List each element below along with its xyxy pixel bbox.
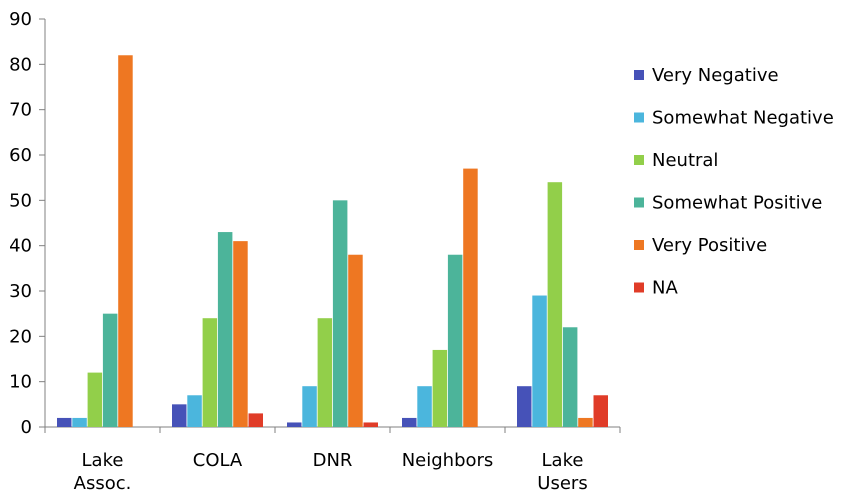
x-tick-label: Lake — [82, 450, 124, 471]
bar — [118, 55, 133, 428]
bar — [578, 417, 593, 427]
legend-item: Very Positive — [634, 235, 767, 256]
bar — [463, 168, 478, 427]
legend-item: Somewhat Negative — [634, 108, 834, 129]
bar — [302, 386, 317, 427]
legend-label: NA — [652, 278, 678, 299]
legend-item: Neutral — [634, 150, 718, 171]
x-tick-label: COLA — [193, 450, 243, 471]
legend-swatch — [634, 155, 644, 165]
y-tick-label: 40 — [9, 236, 32, 257]
bar — [402, 417, 417, 427]
y-tick-label: 0 — [21, 417, 32, 438]
legend-swatch — [634, 112, 644, 123]
bar — [287, 422, 302, 427]
legend-item: Somewhat Positive — [634, 193, 822, 214]
y-tick-label: 60 — [9, 145, 32, 166]
bars — [57, 55, 608, 428]
bar — [532, 295, 547, 427]
legend-swatch — [634, 70, 644, 80]
bar — [172, 404, 187, 427]
y-tick-label: 70 — [9, 100, 32, 121]
y-tick-label: 10 — [9, 372, 32, 393]
legend-label: Very Positive — [652, 235, 767, 256]
legend-swatch — [634, 197, 644, 208]
bar — [317, 318, 333, 427]
y-tick-label: 50 — [9, 190, 32, 211]
legend-label: Somewhat Negative — [652, 108, 834, 129]
y-tick-label: 20 — [9, 326, 32, 347]
y-tick-label: 30 — [9, 281, 32, 302]
x-tick-label: Users — [537, 473, 587, 494]
legend-swatch — [634, 282, 644, 293]
bar — [248, 413, 263, 427]
bar — [432, 349, 448, 427]
bar — [202, 318, 218, 427]
legend-label: Somewhat Positive — [652, 193, 822, 214]
legend-label: Very Negative — [652, 65, 779, 86]
bar — [562, 327, 578, 427]
legend-swatch — [634, 240, 644, 250]
y-tick-label: 90 — [9, 9, 32, 30]
x-tick-label: DNR — [313, 450, 353, 471]
bar — [233, 241, 248, 427]
bar — [187, 395, 202, 427]
bar — [363, 422, 378, 427]
legend-item: NA — [634, 278, 678, 299]
bar — [417, 386, 432, 427]
bar — [72, 417, 87, 427]
bar — [547, 182, 563, 427]
bar — [332, 200, 348, 427]
bar — [102, 313, 118, 427]
bar — [348, 254, 363, 427]
bar — [217, 232, 233, 427]
y-axis: 0 10 20 30 40 50 60 70 80 90 — [9, 9, 46, 438]
bar — [593, 395, 608, 427]
legend-label: Neutral — [652, 150, 718, 171]
x-tick-label: Neighbors — [402, 450, 494, 471]
bar — [447, 254, 463, 427]
y-tick-label: 80 — [9, 54, 32, 75]
x-tick-label: Assoc. — [74, 473, 132, 494]
bar — [57, 417, 72, 427]
bar — [517, 386, 532, 427]
legend: Very Negative Somewhat Negative Neutral Som… — [634, 65, 834, 299]
x-tick-label: Lake — [542, 450, 584, 471]
bar — [87, 372, 103, 427]
legend-item: Very Negative — [634, 65, 779, 86]
